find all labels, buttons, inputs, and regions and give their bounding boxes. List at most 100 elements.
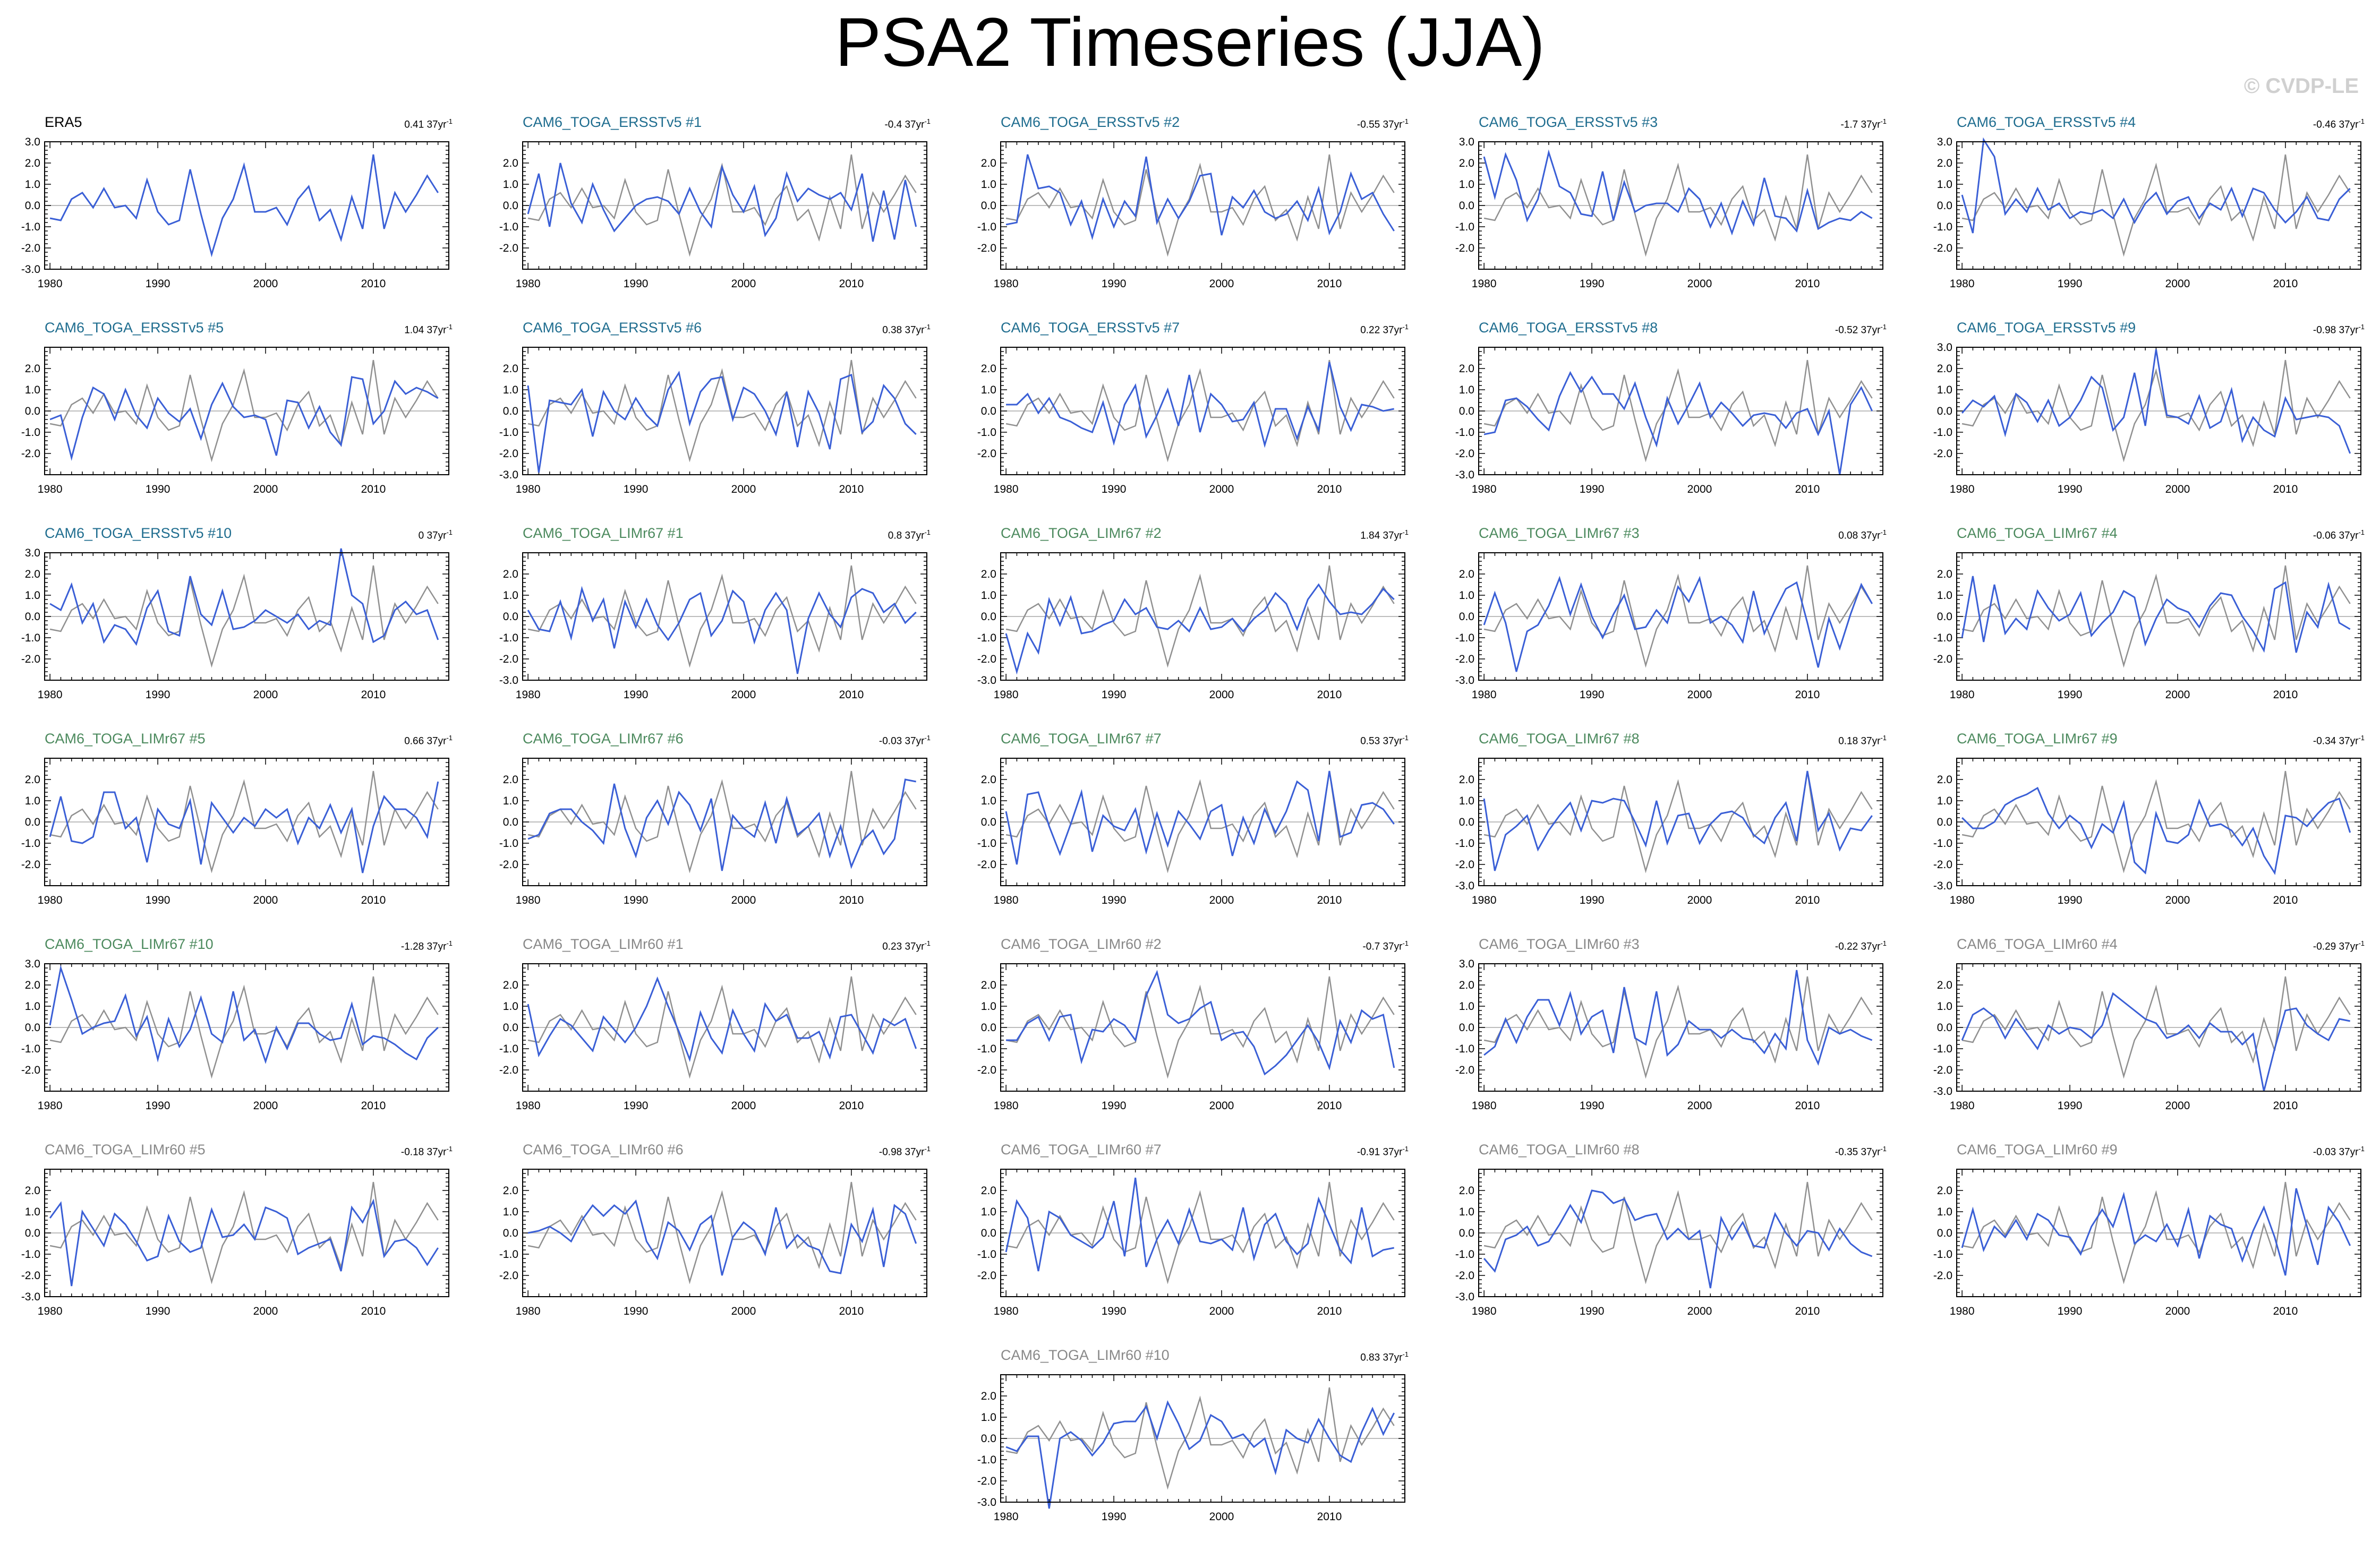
obs-overlay-line [49, 565, 439, 668]
y-tick-label: -2.0 [1933, 242, 1952, 254]
series-line [1005, 154, 1395, 241]
trend-label: -0.03 37yr-1 [879, 734, 931, 747]
y-tick-label: -3.0 [1455, 880, 1474, 892]
trend-value: 0.08 37yr [1838, 530, 1881, 542]
panel-title: CAM6_TOGA_ERSSTv5 #5 [45, 320, 224, 336]
plot-frame [1956, 141, 2361, 270]
y-tick-label: 1.0 [25, 795, 40, 807]
trend-label: 0.08 37yr-1 [1838, 528, 1887, 542]
trend-label: -0.35 37yr-1 [1835, 1145, 1887, 1158]
x-tick-label: 1980 [1472, 483, 1497, 495]
y-tick-label: 1.0 [503, 384, 518, 396]
trend-value: -0.98 37yr [2313, 324, 2359, 336]
panel-title: CAM6_TOGA_LIMr60 #10 [1001, 1347, 1170, 1363]
x-tick-label: 1990 [1102, 1100, 1127, 1112]
plot-frame [1000, 758, 1405, 886]
panel-title: CAM6_TOGA_LIMr67 #4 [1957, 525, 2118, 541]
y-tick-label: -2.0 [977, 653, 996, 665]
trend-label: -1.28 37yr-1 [401, 939, 453, 953]
y-tick-label: -3.0 [1455, 674, 1474, 687]
x-tick-label: 1980 [516, 894, 541, 906]
timeseries-plot: 2.0 1.0 0.0 -1.0 -2.0 -3.0 1980 1990 2000 2010 [1933, 758, 2361, 906]
y-tick-label: -1.0 [1933, 426, 1952, 439]
panel-title: CAM6_TOGA_LIMr60 #9 [1957, 1142, 2118, 1158]
y-tick-label: 3.0 [25, 958, 40, 970]
y-tick-label: 0.0 [503, 816, 518, 828]
obs-overlay-line [1961, 154, 2351, 257]
y-tick-label: 1.0 [25, 178, 40, 191]
timeseries-panel: CAM6_TOGA_LIMr60 #5 -0.18 37yr-1 2.0 1.0 0.0… [0, 1136, 473, 1327]
x-tick-label: 2010 [361, 1305, 386, 1317]
trend-label: 0.66 37yr-1 [404, 734, 453, 747]
x-tick-label: 1980 [1472, 1100, 1497, 1112]
trend-label: 0.22 37yr-1 [1360, 323, 1409, 336]
y-tick-label: -3.0 [1455, 469, 1474, 481]
timeseries-panel: CAM6_TOGA_LIMr67 #2 1.84 37yr-1 2.0 1.0 0.0 -… [956, 520, 1429, 711]
y-tick-label: -1.0 [1455, 1248, 1474, 1261]
obs-overlay-line [527, 1181, 917, 1284]
y-tick-label: 0.0 [1459, 405, 1474, 417]
timeseries-plot: 2.0 1.0 0.0 -1.0 -2.0 1980 1990 2000 2010 [977, 1169, 1405, 1317]
x-tick-label: 2010 [839, 1305, 864, 1317]
y-tick-label: 0.0 [25, 405, 40, 417]
y-tick-label: 1.0 [1459, 589, 1474, 602]
x-tick-label: 1990 [1102, 1511, 1127, 1523]
y-tick-label: 0.0 [1937, 405, 1952, 417]
timeseries-panel: CAM6_TOGA_ERSSTv5 #1 -0.4 37yr-1 2.0 1.0 0.0… [478, 109, 951, 300]
plot-frame [1478, 963, 1883, 1092]
timeseries-panel: CAM6_TOGA_LIMr67 #7 0.53 37yr-1 2.0 1.0 0.0 -… [956, 725, 1429, 916]
trend-label: 0.23 37yr-1 [882, 939, 931, 953]
series-line [1961, 137, 2351, 234]
obs-overlay-line [1961, 359, 2351, 462]
panel-title: CAM6_TOGA_ERSSTv5 #6 [523, 320, 702, 336]
plot-frame [522, 758, 927, 886]
y-tick-label: -1.0 [499, 1248, 518, 1261]
y-tick-label: 2.0 [981, 774, 996, 786]
x-tick-label: 2000 [2165, 483, 2190, 495]
x-tick-label: 2000 [2165, 894, 2190, 906]
x-tick-label: 1980 [38, 1305, 63, 1317]
x-tick-label: 1990 [146, 278, 170, 290]
plot-frame [522, 141, 927, 270]
y-tick-label: -3.0 [1933, 880, 1952, 892]
trend-value: -0.03 37yr [2313, 1146, 2359, 1158]
trend-unit-exponent: -1 [1880, 734, 1887, 742]
timeseries-plot: 2.0 1.0 0.0 -1.0 -2.0 -3.0 1980 1990 2000 2010 [1455, 347, 1883, 495]
y-tick-label: 0.0 [503, 1227, 518, 1239]
plot-frame [44, 552, 449, 681]
plot-frame [44, 347, 449, 475]
x-tick-label: 1980 [994, 1100, 1019, 1112]
y-tick-label: 1.0 [1459, 178, 1474, 191]
trend-unit-exponent: -1 [1402, 939, 1409, 947]
trend-unit-exponent: -1 [2358, 1145, 2365, 1153]
timeseries-plot: 2.0 1.0 0.0 -1.0 -2.0 1980 1990 2000 2010 [499, 1169, 927, 1317]
y-tick-label: 2.0 [503, 1185, 518, 1197]
y-tick-label: -2.0 [1933, 859, 1952, 871]
y-tick-label: -2.0 [21, 653, 40, 665]
x-tick-label: 2000 [253, 278, 278, 290]
credit-watermark: © CVDP-LE [2243, 74, 2359, 98]
y-tick-label: 2.0 [25, 363, 40, 375]
x-tick-label: 2010 [361, 1100, 386, 1112]
obs-overlay-line [49, 770, 439, 873]
timeseries-panel: CAM6_TOGA_LIMr67 #10 -1.28 37yr-1 3.0 2.0 1.… [0, 931, 473, 1122]
trend-label: -0.06 37yr-1 [2313, 528, 2365, 542]
plot-frame [1956, 758, 2361, 886]
series-line [527, 371, 917, 473]
timeseries-plot: 3.0 2.0 1.0 0.0 -1.0 -2.0 1980 1990 2000 2010 [21, 547, 449, 701]
y-tick-label: 0.0 [981, 405, 996, 417]
trend-value: 0.66 37yr [404, 735, 447, 747]
x-tick-label: 2010 [839, 689, 864, 701]
x-tick-label: 2010 [839, 483, 864, 495]
trend-value: -0.7 37yr [1362, 941, 1403, 953]
y-tick-label: -3.0 [21, 263, 40, 276]
trend-value: -0.4 37yr [884, 119, 925, 131]
trend-unit-exponent: -1 [446, 734, 453, 742]
y-tick-label: -2.0 [1455, 242, 1474, 254]
y-tick-label: 1.0 [981, 384, 996, 396]
panel-title: CAM6_TOGA_LIMr67 #1 [523, 525, 684, 541]
y-tick-label: 1.0 [1459, 1206, 1474, 1218]
x-tick-label: 2000 [1687, 1305, 1712, 1317]
trend-value: -0.29 37yr [2313, 941, 2359, 953]
y-tick-label: -2.0 [1933, 1270, 1952, 1282]
